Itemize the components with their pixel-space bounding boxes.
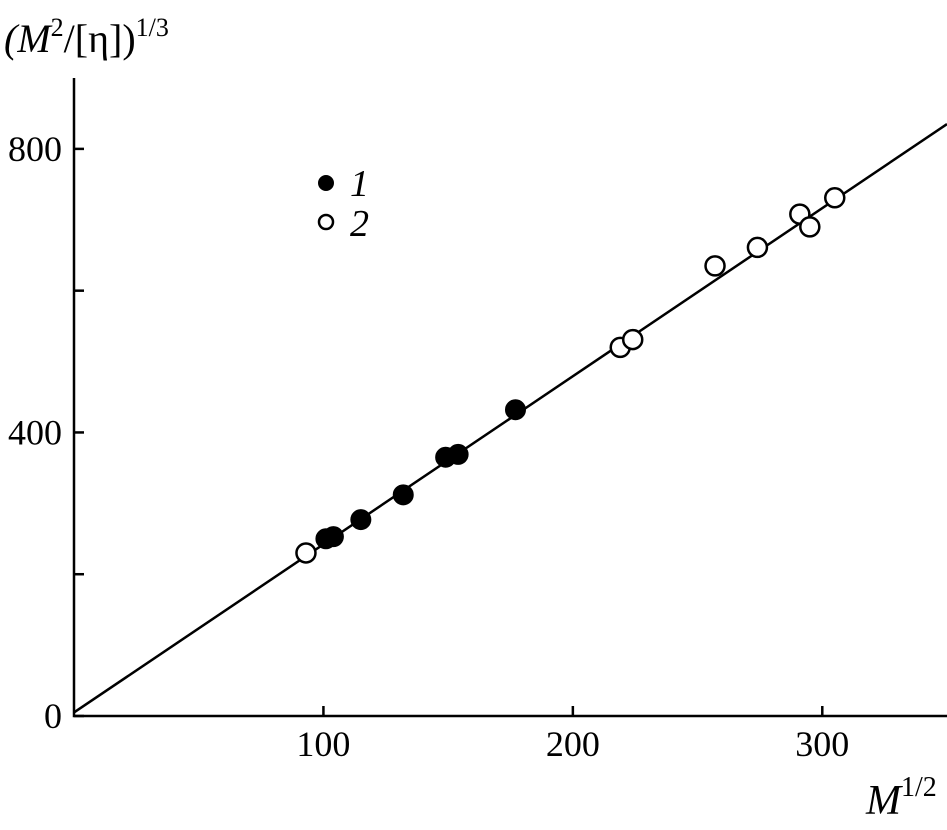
y-tick-label-2: 400 — [8, 412, 62, 452]
x-tick-label-2: 300 — [795, 724, 849, 764]
y-axis-title-sup2: 1/3 — [136, 13, 169, 42]
series-1-point-2 — [350, 509, 372, 531]
ticks-group: 100 200 300 0 400 800 — [8, 129, 849, 764]
series-1-point-5 — [447, 443, 469, 465]
y-tick-label-0: 0 — [44, 696, 62, 736]
legend-label-2: 2 — [350, 203, 369, 245]
legend-label-1: 1 — [350, 163, 369, 205]
x-axis-title-sup: 1/2 — [901, 772, 937, 803]
y-axis-title-mid: /[η]) — [64, 16, 136, 61]
data-points-group — [295, 187, 846, 564]
x-axis-title-base: M — [865, 778, 903, 824]
y-axis-title: (M2/[η])1/3 — [4, 13, 169, 61]
legend-marker-2 — [317, 213, 335, 231]
series-2-point-7 — [824, 187, 846, 209]
series-2-point-6 — [799, 216, 821, 238]
series-2-point-4 — [746, 236, 769, 259]
y-axis-title-base: (M — [4, 16, 53, 61]
x-tick-label-1: 200 — [546, 724, 600, 764]
series-1-point-3 — [392, 484, 414, 506]
y-tick-label-4: 800 — [8, 129, 62, 169]
x-axis-title: M1/2 — [865, 772, 937, 824]
series-2-point-2 — [621, 328, 644, 351]
y-axis-title-sup1: 2 — [51, 13, 64, 42]
series-2-point-3 — [704, 255, 726, 277]
axis-lines — [72, 78, 947, 718]
series-2-point-0 — [295, 542, 317, 564]
x-tick-label-0: 100 — [296, 724, 350, 764]
series-1-point-6 — [504, 399, 526, 421]
legend: 1 2 — [317, 163, 369, 245]
legend-marker-1 — [318, 175, 334, 191]
series-1-point-1 — [322, 526, 344, 548]
